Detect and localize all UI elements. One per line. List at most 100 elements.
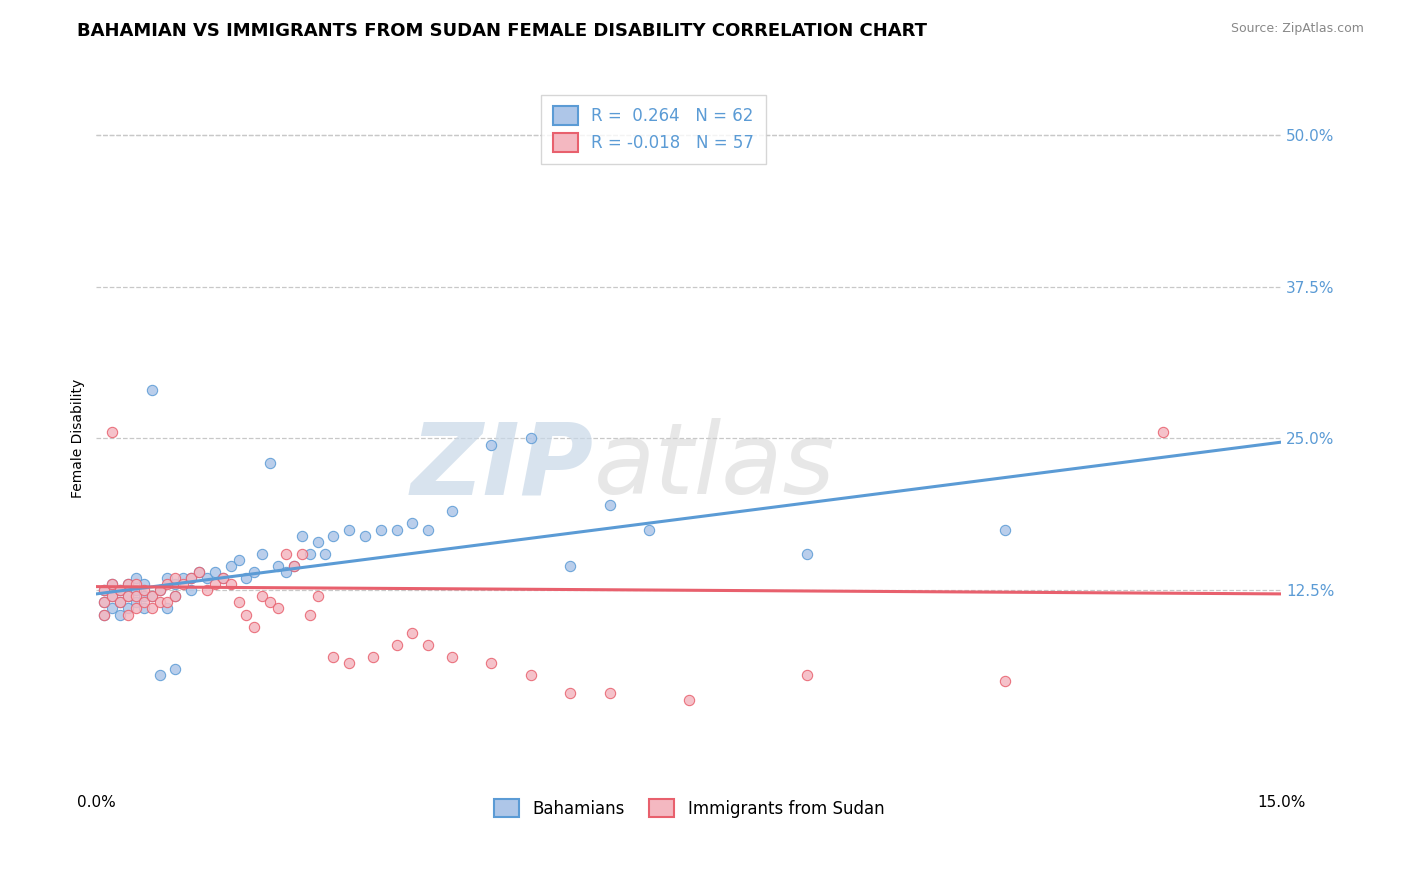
Point bbox=[314, 547, 336, 561]
Point bbox=[307, 534, 329, 549]
Point bbox=[337, 523, 360, 537]
Point bbox=[101, 590, 124, 604]
Point bbox=[283, 558, 305, 573]
Point bbox=[228, 595, 250, 609]
Point bbox=[994, 523, 1017, 537]
Point bbox=[101, 425, 124, 440]
Point bbox=[520, 668, 543, 682]
Point bbox=[638, 523, 661, 537]
Point bbox=[322, 528, 344, 542]
Point bbox=[291, 528, 314, 542]
Point bbox=[267, 601, 290, 615]
Point bbox=[418, 638, 440, 652]
Point bbox=[101, 601, 124, 615]
Point bbox=[298, 607, 321, 622]
Point bbox=[141, 590, 163, 604]
Point bbox=[117, 590, 139, 604]
Point bbox=[678, 692, 700, 706]
Text: Source: ZipAtlas.com: Source: ZipAtlas.com bbox=[1230, 22, 1364, 36]
Text: BAHAMIAN VS IMMIGRANTS FROM SUDAN FEMALE DISABILITY CORRELATION CHART: BAHAMIAN VS IMMIGRANTS FROM SUDAN FEMALE… bbox=[77, 22, 928, 40]
Point bbox=[440, 650, 463, 665]
Point bbox=[599, 498, 621, 512]
Point bbox=[93, 607, 115, 622]
Point bbox=[401, 625, 423, 640]
Point bbox=[156, 595, 179, 609]
Point bbox=[219, 558, 242, 573]
Point bbox=[994, 674, 1017, 689]
Point bbox=[165, 590, 187, 604]
Point bbox=[101, 577, 124, 591]
Point bbox=[274, 547, 297, 561]
Point bbox=[259, 456, 281, 470]
Point bbox=[385, 638, 408, 652]
Point bbox=[132, 601, 155, 615]
Point bbox=[141, 383, 163, 397]
Point bbox=[101, 590, 124, 604]
Point bbox=[180, 583, 202, 598]
Point bbox=[520, 432, 543, 446]
Point bbox=[148, 583, 170, 598]
Point bbox=[165, 571, 187, 585]
Point bbox=[1152, 425, 1174, 440]
Point bbox=[132, 590, 155, 604]
Point bbox=[418, 523, 440, 537]
Point bbox=[235, 571, 257, 585]
Point bbox=[93, 583, 115, 598]
Point bbox=[156, 601, 179, 615]
Point bbox=[235, 607, 257, 622]
Point bbox=[361, 650, 384, 665]
Point bbox=[156, 571, 179, 585]
Point bbox=[274, 565, 297, 579]
Point bbox=[204, 577, 226, 591]
Point bbox=[211, 571, 233, 585]
Text: ZIP: ZIP bbox=[411, 418, 595, 516]
Point bbox=[195, 583, 218, 598]
Point bbox=[132, 583, 155, 598]
Point bbox=[141, 601, 163, 615]
Point bbox=[93, 595, 115, 609]
Point bbox=[132, 595, 155, 609]
Point bbox=[165, 590, 187, 604]
Point bbox=[188, 565, 211, 579]
Point bbox=[219, 577, 242, 591]
Point bbox=[195, 571, 218, 585]
Y-axis label: Female Disability: Female Disability bbox=[72, 379, 86, 498]
Point bbox=[440, 504, 463, 518]
Point bbox=[796, 668, 818, 682]
Point bbox=[172, 577, 194, 591]
Point bbox=[108, 595, 131, 609]
Point bbox=[479, 656, 502, 670]
Point bbox=[337, 656, 360, 670]
Point bbox=[156, 577, 179, 591]
Point bbox=[243, 620, 266, 634]
Point bbox=[148, 583, 170, 598]
Point bbox=[125, 571, 148, 585]
Point bbox=[117, 590, 139, 604]
Point bbox=[204, 565, 226, 579]
Point bbox=[125, 583, 148, 598]
Point bbox=[125, 577, 148, 591]
Point bbox=[252, 547, 274, 561]
Point bbox=[141, 590, 163, 604]
Point bbox=[108, 595, 131, 609]
Point bbox=[259, 595, 281, 609]
Point bbox=[125, 590, 148, 604]
Point bbox=[599, 686, 621, 700]
Point bbox=[108, 583, 131, 598]
Point bbox=[307, 590, 329, 604]
Point bbox=[117, 601, 139, 615]
Legend: Bahamians, Immigrants from Sudan: Bahamians, Immigrants from Sudan bbox=[486, 792, 891, 824]
Point bbox=[108, 583, 131, 598]
Point bbox=[180, 571, 202, 585]
Point bbox=[796, 547, 818, 561]
Point bbox=[117, 577, 139, 591]
Point bbox=[125, 595, 148, 609]
Point bbox=[93, 583, 115, 598]
Point bbox=[165, 662, 187, 676]
Point bbox=[401, 516, 423, 531]
Point bbox=[93, 595, 115, 609]
Point bbox=[93, 607, 115, 622]
Point bbox=[172, 571, 194, 585]
Point bbox=[385, 523, 408, 537]
Point bbox=[354, 528, 377, 542]
